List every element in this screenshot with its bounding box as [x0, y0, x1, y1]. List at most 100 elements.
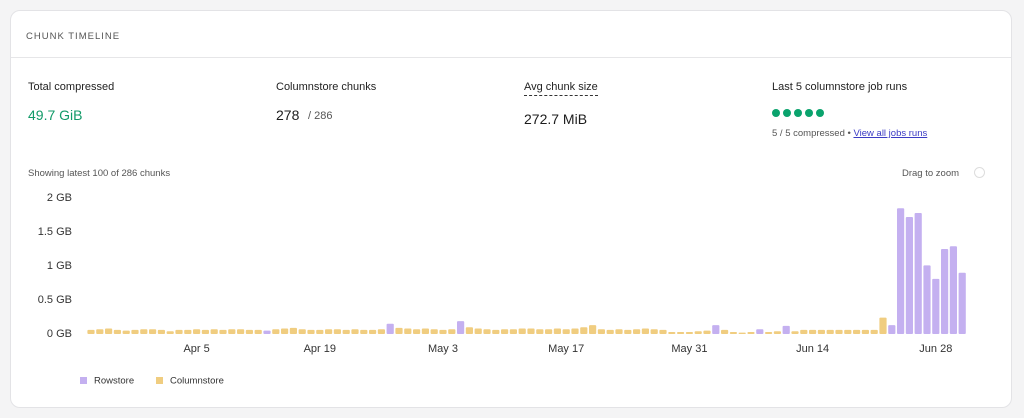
- bar: [333, 329, 341, 334]
- bar: [113, 329, 121, 334]
- bar: [861, 329, 869, 334]
- bar: [307, 329, 315, 334]
- bar: [122, 330, 130, 334]
- bar: [905, 217, 913, 334]
- job-dot: [783, 109, 791, 117]
- bar: [615, 329, 623, 334]
- bar: [413, 329, 421, 334]
- bar: [360, 329, 368, 334]
- bar: [245, 329, 253, 334]
- bar: [853, 329, 861, 334]
- bar: [219, 329, 227, 334]
- bar: [210, 329, 218, 334]
- y-tick-label: 1.5 GB: [38, 226, 72, 238]
- stat-value: 278: [276, 107, 300, 123]
- bar: [835, 329, 843, 334]
- bar: [272, 329, 280, 334]
- stat-label: Total compressed: [28, 81, 115, 93]
- bar: [571, 328, 579, 334]
- separator: [11, 57, 1011, 58]
- bar: [782, 325, 790, 334]
- bar: [729, 331, 737, 334]
- zoom-icon[interactable]: [974, 167, 985, 178]
- bar: [949, 246, 957, 334]
- x-tick-label: Apr 19: [304, 343, 336, 355]
- bar: [580, 327, 588, 334]
- bar: [641, 328, 649, 334]
- legend-swatch: [80, 377, 87, 384]
- x-tick-label: Jun 28: [919, 343, 952, 355]
- bar: [369, 329, 377, 334]
- bar: [316, 329, 324, 334]
- stat-total: / 286: [308, 110, 333, 122]
- stat-value: 49.7 GiB: [28, 107, 83, 123]
- bar: [377, 329, 385, 334]
- bar: [941, 249, 949, 334]
- bar: [457, 321, 465, 334]
- bar: [501, 329, 509, 334]
- job-dot: [805, 109, 813, 117]
- bar: [483, 329, 491, 334]
- bar: [448, 329, 456, 334]
- bar: [606, 329, 614, 334]
- job-dot: [772, 109, 780, 117]
- bar: [465, 327, 473, 334]
- bar: [738, 332, 746, 334]
- bar: [589, 325, 597, 334]
- bar: [105, 328, 113, 334]
- bar: [747, 331, 755, 334]
- bar: [254, 329, 262, 334]
- bar: [395, 327, 403, 334]
- chart: 0 GB 0.5 GB 1 GB 1.5 GB 2 GB Apr 5 Apr 19 May 3…: [38, 192, 966, 387]
- legend-swatch: [156, 377, 163, 384]
- bar: [879, 317, 887, 334]
- stat-label[interactable]: Avg chunk size: [524, 81, 598, 96]
- bar: [263, 330, 271, 334]
- x-tick-label: May 3: [428, 343, 458, 355]
- bar: [474, 328, 482, 334]
- bar: [817, 329, 825, 334]
- bar: [791, 331, 799, 334]
- bar: [826, 329, 834, 334]
- bar: [897, 208, 905, 334]
- bar: [914, 212, 922, 334]
- bar: [527, 328, 535, 334]
- bar: [870, 329, 878, 334]
- y-tick-label: 0.5 GB: [38, 294, 72, 306]
- bar: [492, 329, 500, 334]
- bar: [844, 329, 852, 334]
- bar: [545, 329, 553, 334]
- jobs-link[interactable]: View all jobs runs: [853, 128, 928, 139]
- bar: [932, 278, 940, 334]
- stat-label: Columnstore chunks: [276, 81, 377, 93]
- bar: [633, 329, 641, 334]
- bar: [659, 329, 667, 334]
- x-tick-label: Jun 14: [796, 343, 829, 355]
- chart-caption: Showing latest 100 of 286 chunks: [28, 168, 171, 179]
- job-dot: [816, 109, 824, 117]
- bar: [175, 329, 183, 334]
- job-summary: 5 / 5 compressed • View all jobs runs: [772, 128, 927, 139]
- x-tick-label: May 31: [671, 343, 707, 355]
- x-tick-label: Apr 5: [183, 343, 209, 355]
- bar: [157, 329, 165, 334]
- bar: [404, 328, 412, 334]
- y-tick-label: 1 GB: [47, 260, 72, 272]
- bar: [140, 329, 148, 334]
- bar: [351, 329, 359, 334]
- bar: [342, 329, 350, 334]
- bar: [888, 325, 896, 334]
- bar: [281, 328, 289, 334]
- bar: [685, 331, 693, 334]
- bar: [562, 329, 570, 334]
- bar: [289, 327, 297, 334]
- bar: [958, 272, 966, 334]
- zoom-hint: Drag to zoom: [902, 168, 960, 179]
- bar: [553, 328, 561, 334]
- bar: [597, 329, 605, 334]
- bar: [87, 329, 95, 334]
- y-tick-label: 2 GB: [47, 192, 72, 204]
- bar: [668, 331, 676, 334]
- bar: [721, 329, 729, 334]
